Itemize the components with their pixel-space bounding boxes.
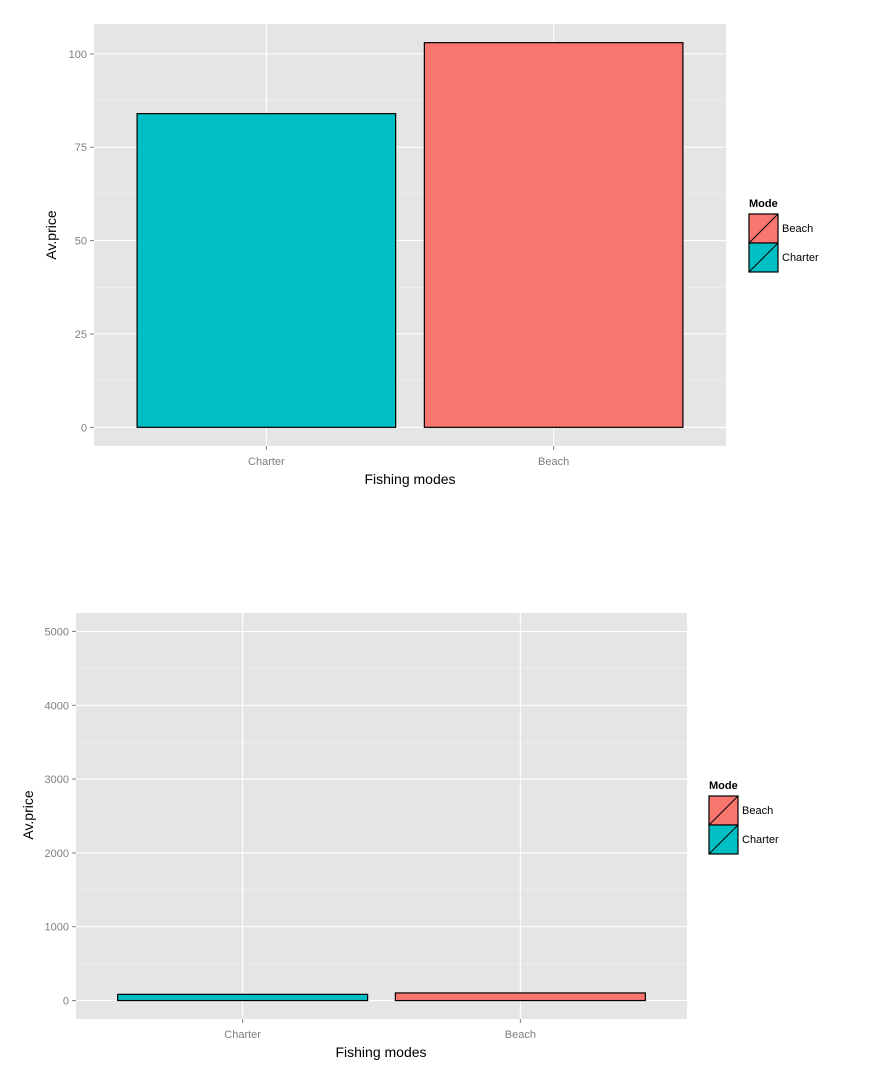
legend-label-charter: Charter: [782, 252, 819, 264]
y-tick-label: 1000: [45, 922, 69, 934]
y-tick-label: 3000: [45, 774, 69, 786]
legend-key-slash: [748, 242, 779, 273]
y-axis-ticks: 0 1000 2000 3000 4000 5000: [45, 626, 76, 1008]
y-tick-label: 50: [75, 236, 87, 248]
y-tick-label: 2000: [45, 848, 69, 860]
y-tick-label: 5000: [45, 626, 69, 638]
y-axis-ticks: 0 25 50 75 100: [69, 49, 94, 434]
bars: [117, 992, 646, 1002]
legend-key-slash: [748, 213, 779, 244]
bar-chart-2: 0 1000 2000 3000 4000 5000 Charter Beach Fishi…: [20, 613, 779, 1060]
legend-label-beach: Beach: [742, 805, 773, 817]
bar-chart-1: 0 25 50 75 100 Charter Beach Fishing modes Av…: [43, 24, 819, 487]
x-axis-ticks: Charter Beach: [248, 446, 569, 468]
legend-title: Mode: [709, 780, 738, 792]
legend: Mode Beach Charter: [748, 198, 819, 273]
y-tick-label: 25: [75, 329, 87, 341]
y-axis-title: Av.price: [20, 790, 36, 839]
legend-label-beach: Beach: [782, 223, 813, 235]
bar-beach: [423, 42, 684, 428]
y-tick-label: 4000: [45, 700, 69, 712]
x-tick-label-charter: Charter: [224, 1029, 261, 1041]
bar-charter: [117, 993, 369, 1002]
legend: Mode Beach Charter: [708, 780, 779, 855]
x-tick-label-beach: Beach: [505, 1029, 536, 1041]
legend-title: Mode: [749, 198, 778, 210]
bar-beach: [394, 992, 646, 1002]
bar-charter: [136, 113, 397, 428]
legend-label-charter: Charter: [742, 834, 779, 846]
gridlines: [76, 613, 687, 1019]
x-tick-label-charter: Charter: [248, 456, 285, 468]
x-axis-title: Fishing modes: [364, 471, 455, 487]
y-tick-label: 75: [75, 142, 87, 154]
y-tick-label: 0: [81, 422, 87, 434]
y-tick-label: 0: [63, 996, 69, 1008]
legend-key-slash: [708, 795, 739, 826]
y-tick-label: 100: [69, 49, 87, 61]
y-axis-title: Av.price: [43, 210, 59, 259]
x-axis-ticks: Charter Beach: [224, 1019, 536, 1041]
x-axis-title: Fishing modes: [335, 1044, 426, 1060]
x-tick-label-beach: Beach: [538, 456, 569, 468]
bars: [136, 42, 684, 428]
legend-key-slash: [708, 824, 739, 855]
